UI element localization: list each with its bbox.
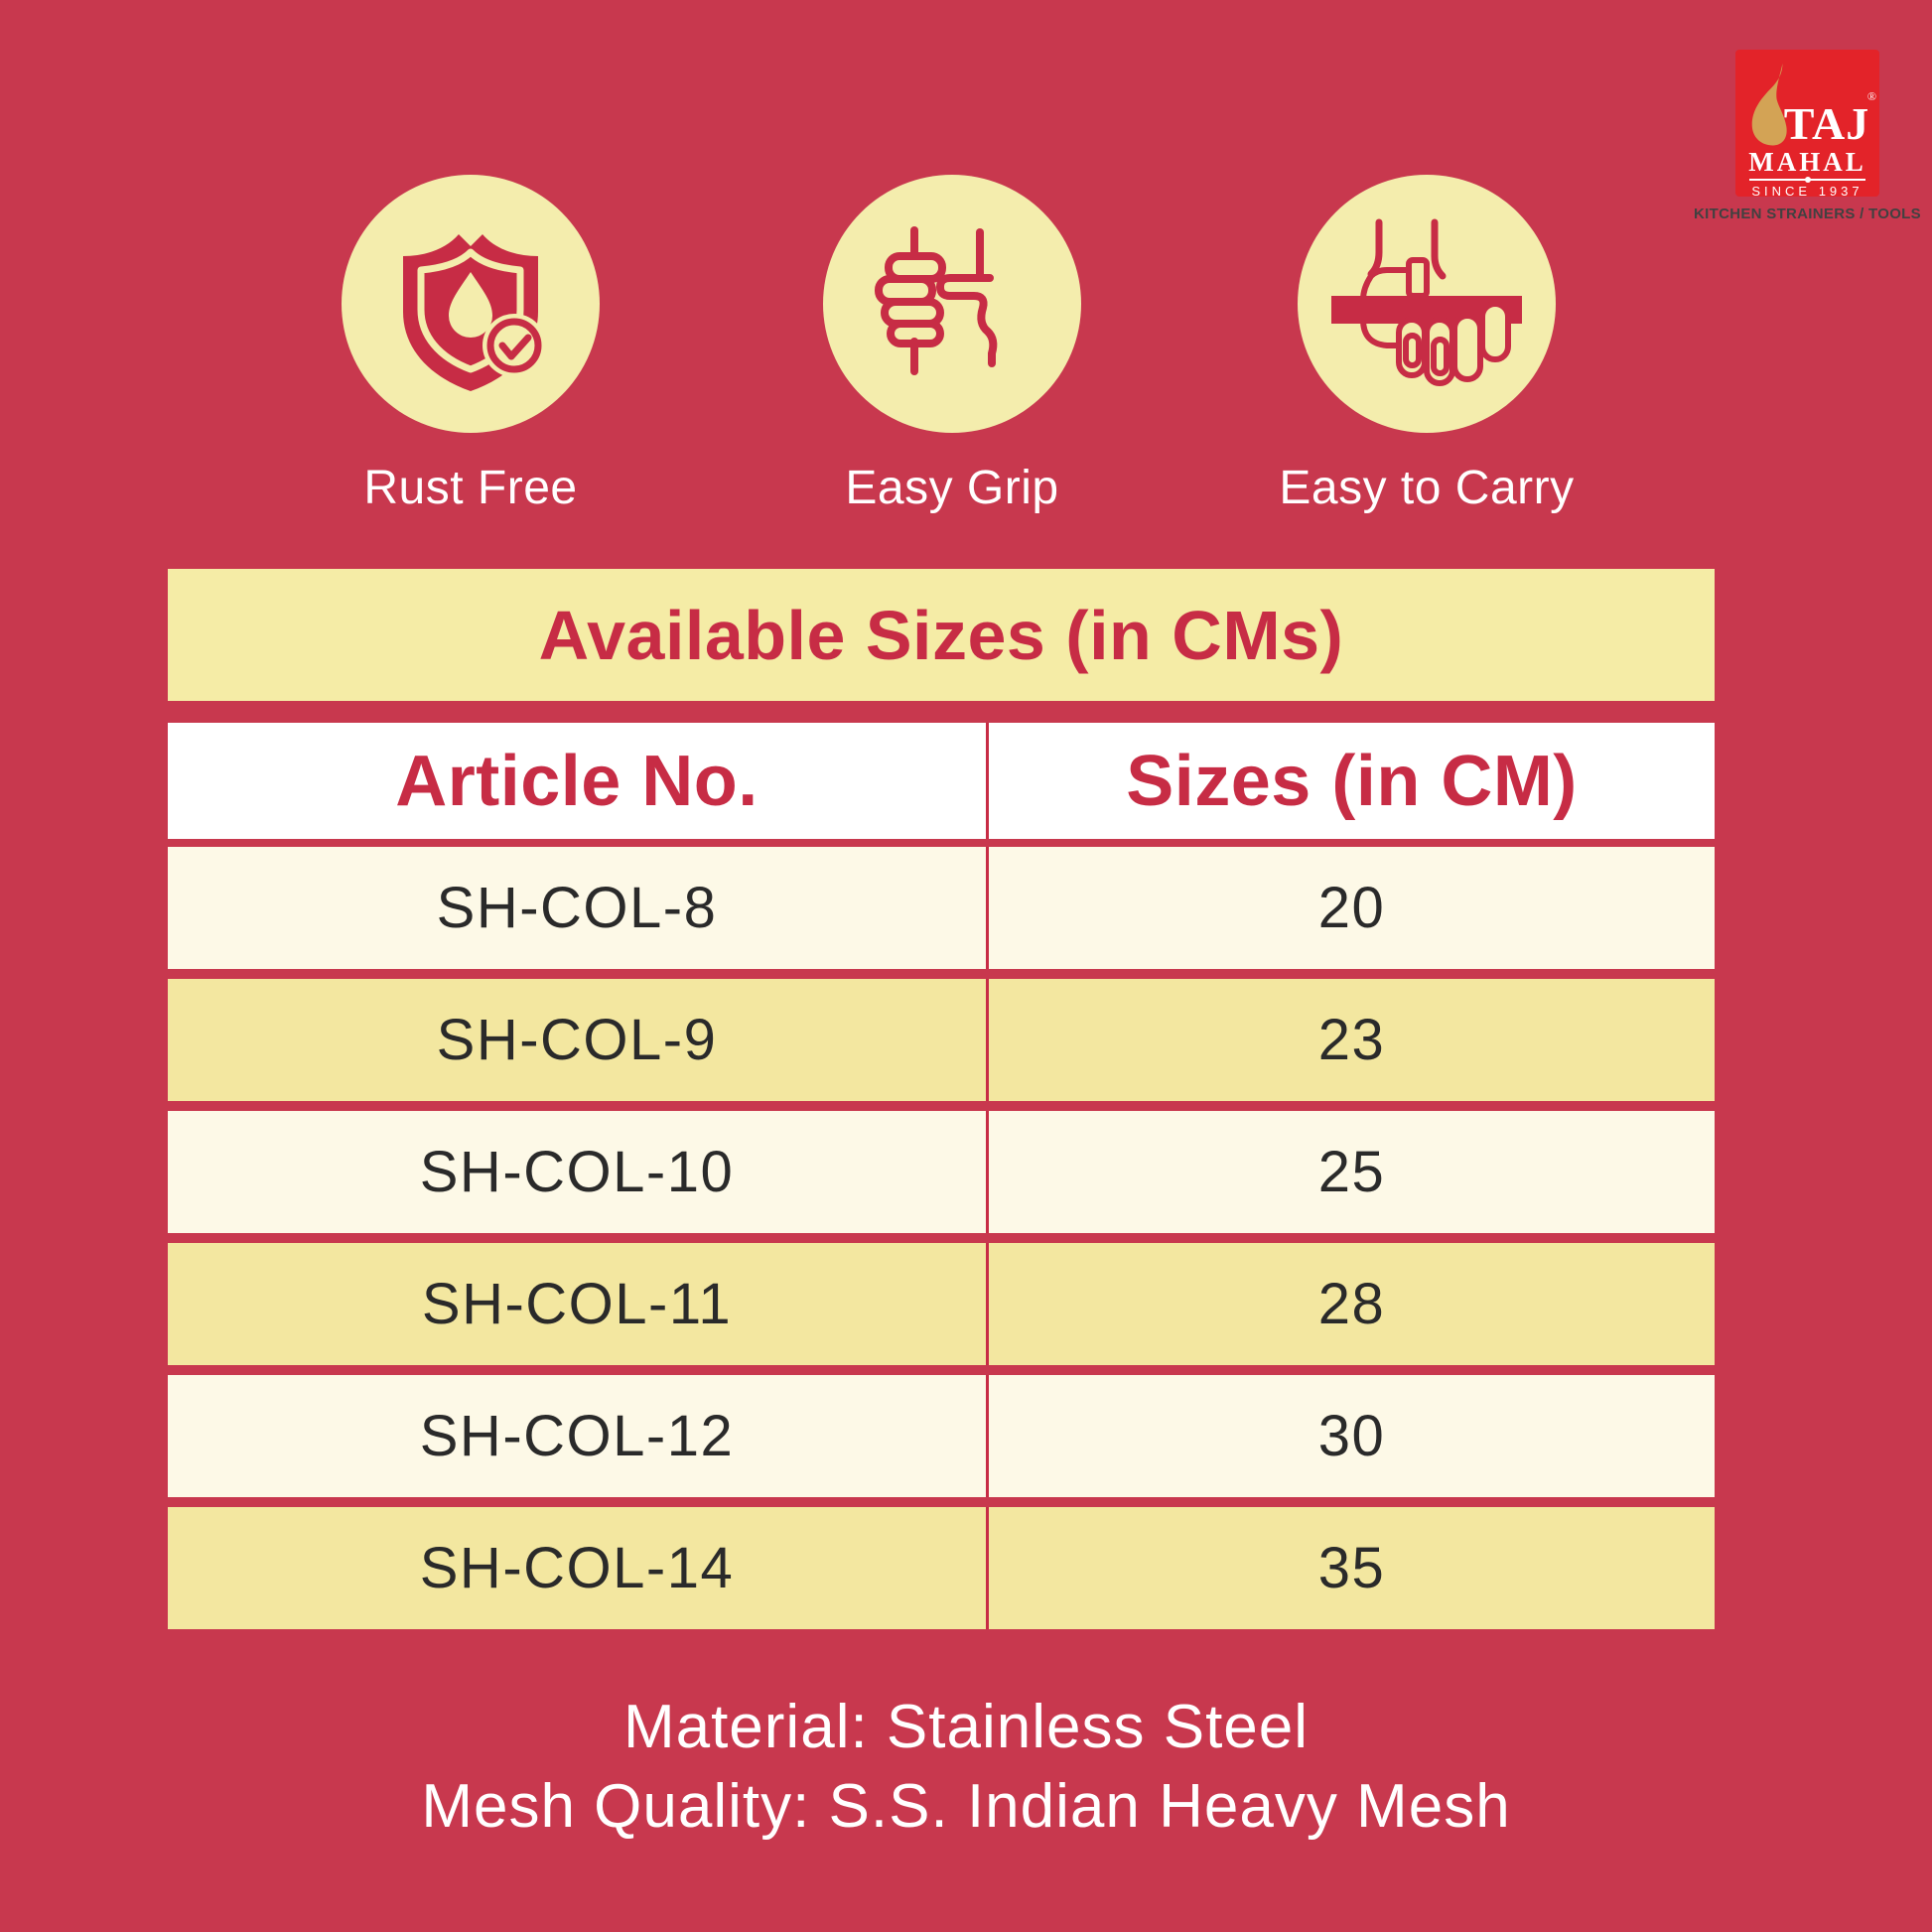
mesh-quality-line: Mesh Quality: S.S. Indian Heavy Mesh <box>421 1772 1511 1841</box>
registered-mark: ® <box>1866 89 1876 103</box>
shield-droplet-check-icon <box>403 234 546 391</box>
column-header-sizes: Sizes (in CM) <box>986 723 1715 839</box>
table-row: SH-COL-12 30 <box>168 1375 1715 1497</box>
footer-specs: Material: Stainless Steel Mesh Quality: … <box>0 1688 1932 1847</box>
article-no-cell: SH-COL-10 <box>419 1140 735 1204</box>
brand-name-bottom: MAHAL <box>1748 147 1866 177</box>
feature-circle <box>342 175 600 433</box>
size-cell: 28 <box>986 1243 1715 1365</box>
feature-easy-grip: Easy Grip <box>754 175 1151 515</box>
brand-logo: TAJ ® MAHAL SINCE 1937 <box>1735 50 1879 199</box>
column-header-article-no: Article No. <box>395 741 759 821</box>
hand-carry-icon <box>1331 218 1522 386</box>
table-row: SH-COL-9 23 <box>168 979 1715 1101</box>
size-cell: 23 <box>986 979 1715 1101</box>
logo-divider-dot <box>1804 177 1811 183</box>
size-cell: 25 <box>986 1111 1715 1233</box>
article-no-cell: SH-COL-11 <box>421 1272 733 1336</box>
brand-tagline: KITCHEN STRAINERS / TOOLS <box>1694 206 1921 222</box>
article-no-cell: SH-COL-8 <box>436 876 718 940</box>
feature-label: Easy Grip <box>845 462 1059 514</box>
feature-circle <box>1298 175 1556 433</box>
article-no-cell: SH-COL-9 <box>436 1008 718 1072</box>
logo-divider <box>1749 177 1865 183</box>
table-row: SH-COL-11 28 <box>168 1243 1715 1365</box>
table-row: SH-COL-14 35 <box>168 1507 1715 1629</box>
table-header-row: Article No. Sizes (in CM) <box>168 723 1715 839</box>
article-no-cell: SH-COL-12 <box>419 1404 735 1468</box>
feature-rust-free: Rust Free <box>272 175 669 515</box>
size-cell: 35 <box>986 1507 1715 1629</box>
size-cell: 20 <box>986 847 1715 969</box>
feature-easy-to-carry: Easy to Carry <box>1228 175 1625 515</box>
brand-since: SINCE 1937 <box>1751 184 1863 199</box>
table-row: SH-COL-10 25 <box>168 1111 1715 1233</box>
taj-dome-icon <box>1751 63 1787 146</box>
fist-grip-icon <box>875 226 998 375</box>
brand-name-top: TAJ <box>1783 98 1870 149</box>
article-no-cell: SH-COL-14 <box>419 1536 735 1600</box>
table-row: SH-COL-8 20 <box>168 847 1715 969</box>
feature-label: Easy to Carry <box>1279 462 1575 514</box>
feature-circle <box>823 175 1081 433</box>
size-cell: 30 <box>986 1375 1715 1497</box>
feature-label: Rust Free <box>363 462 578 514</box>
table-title: Available Sizes (in CMs) <box>168 569 1715 701</box>
material-line: Material: Stainless Steel <box>622 1693 1310 1761</box>
